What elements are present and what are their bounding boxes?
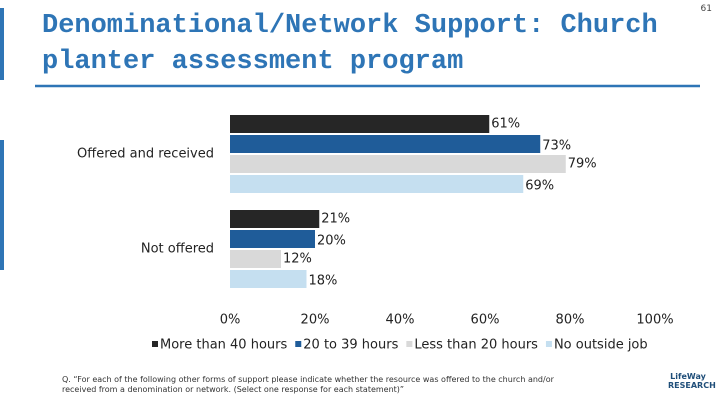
legend-swatch <box>406 341 413 347</box>
value-label: 20% <box>317 234 346 249</box>
bar <box>230 155 566 173</box>
x-tick-label: 0% <box>220 313 241 328</box>
x-tick-label: 60% <box>471 313 500 328</box>
x-tick-label: 40% <box>386 313 415 328</box>
legend-label: Less than 20 hours <box>414 338 538 353</box>
page-number: 61 <box>700 4 712 14</box>
bar <box>230 270 307 288</box>
legend-swatch <box>545 341 552 347</box>
value-label: 69% <box>525 179 554 194</box>
legend-label: 20 to 39 hours <box>303 338 398 353</box>
value-label: 61% <box>491 117 520 132</box>
legend-swatch <box>152 341 158 347</box>
legend-label: No outside job <box>554 338 648 353</box>
bar <box>230 230 315 248</box>
side-accent <box>0 8 4 80</box>
slide-title: Denominational/Network Support: Church p… <box>42 11 658 77</box>
bar <box>230 175 524 193</box>
x-tick-label: 80% <box>556 313 585 328</box>
bar <box>230 210 320 228</box>
value-label: 79% <box>568 157 597 172</box>
category-label: Not offered <box>141 242 214 257</box>
category-label: Offered and received <box>77 147 214 162</box>
bar <box>230 250 281 268</box>
side-accent <box>0 140 4 270</box>
legend-swatch <box>295 341 302 347</box>
bar <box>230 135 541 153</box>
legend-label: More than 40 hours <box>160 338 287 353</box>
value-label: 12% <box>283 252 312 267</box>
bar <box>230 115 490 133</box>
value-label: 21% <box>321 212 350 227</box>
value-label: 18% <box>309 274 338 289</box>
logo: LifeWay RESEARCH <box>668 372 716 390</box>
x-tick-label: 100% <box>636 313 673 328</box>
value-label: 73% <box>542 139 571 154</box>
x-tick-label: 20% <box>301 313 330 328</box>
footnote: Q. “For each of the following other form… <box>62 375 554 394</box>
